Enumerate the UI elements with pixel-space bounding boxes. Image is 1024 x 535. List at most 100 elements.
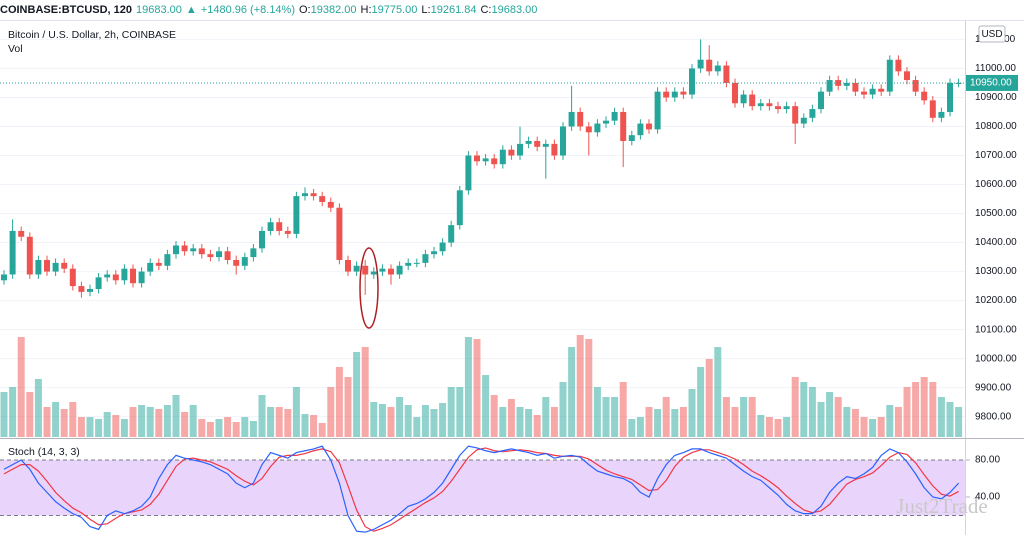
volume-bar <box>542 397 550 437</box>
candle-body <box>87 288 93 292</box>
volume-bar <box>593 387 601 437</box>
candle-body <box>895 59 902 72</box>
candle-body <box>714 65 721 72</box>
volume-bar <box>602 397 610 437</box>
volume-bar <box>662 397 670 437</box>
candle-body <box>697 59 704 69</box>
candle-body <box>35 259 42 275</box>
candle-body <box>904 71 910 81</box>
volume-bar <box>387 407 395 437</box>
volume-bar <box>439 403 447 437</box>
candle-body <box>594 123 601 133</box>
candle-body <box>878 88 885 92</box>
y-tick-label: 10300.00 <box>975 266 1017 277</box>
candle-body <box>78 286 85 292</box>
volume-bar <box>138 405 146 437</box>
y-tick-label: 9900.00 <box>975 382 1012 393</box>
volume-bar <box>378 404 386 437</box>
candle-body <box>525 140 532 144</box>
candle-body <box>861 91 867 95</box>
candle-body <box>869 88 876 95</box>
candle-body <box>439 242 446 252</box>
volume-bar <box>224 417 232 437</box>
ohlc-label: C: <box>480 4 492 16</box>
candle-body <box>233 259 240 266</box>
volume-bar <box>619 382 627 437</box>
candle-body <box>18 230 25 237</box>
candle-body <box>551 143 558 156</box>
candle-body <box>826 80 833 92</box>
volume-bar <box>869 419 877 437</box>
ohlc-label: L: <box>421 4 431 16</box>
header: COINBASE:BTCUSD, 120 19683.00 ▲ +1480.96 (+… <box>0 0 1024 20</box>
candle-body <box>130 268 136 284</box>
candle-body <box>646 123 652 130</box>
volume-bar <box>851 409 859 437</box>
candle-body <box>508 149 515 156</box>
volume-bar <box>894 407 902 437</box>
ohlc-label: O: <box>299 4 311 16</box>
candle-body <box>147 262 154 272</box>
candle-body <box>474 155 480 162</box>
candle-body <box>835 80 842 86</box>
volume-bar <box>335 367 343 437</box>
volume-bar <box>507 399 515 437</box>
candle-body <box>689 68 695 95</box>
candle-body <box>69 268 76 287</box>
candle-body <box>568 111 575 127</box>
volume-bar <box>912 382 920 437</box>
volume-bar <box>499 407 507 437</box>
volume-bar <box>688 389 696 437</box>
candle-body <box>706 59 713 72</box>
volume-bar <box>679 407 687 437</box>
candle-body <box>388 268 394 275</box>
candle-body <box>448 225 455 243</box>
volume-bar <box>834 397 842 437</box>
volume-bar <box>774 419 782 437</box>
volume-bar <box>920 377 928 437</box>
volume-bar <box>77 417 85 437</box>
candle-body <box>155 262 162 266</box>
candle-body <box>560 126 566 156</box>
candle-body <box>353 265 360 272</box>
volume-bar <box>0 392 8 437</box>
candle-body <box>680 91 687 95</box>
y-tick-label: 9800.00 <box>975 411 1012 422</box>
volume-bar <box>267 407 275 437</box>
candle-body <box>198 248 205 255</box>
volume-bar <box>198 419 206 437</box>
volume-bar <box>903 387 911 437</box>
candle-body <box>336 207 343 260</box>
candle-body <box>852 82 859 92</box>
candle-body <box>740 94 747 104</box>
candle-body <box>95 277 102 289</box>
candle-body <box>138 271 145 284</box>
ohlc-value: 19261.84 <box>430 4 477 16</box>
candle-body <box>302 193 308 197</box>
chart-title: Bitcoin / U.S. Dollar, 2h, COINBASE <box>8 29 176 41</box>
volume-bar <box>550 407 558 437</box>
volume-bar <box>800 382 808 437</box>
candle-body <box>654 91 661 130</box>
candle-body <box>938 111 945 118</box>
candle-body <box>912 80 919 92</box>
candle-body <box>921 91 928 101</box>
volume-bar <box>103 412 111 437</box>
candle-body <box>319 196 326 202</box>
candle-body <box>766 103 773 107</box>
volume-bar <box>370 402 378 437</box>
volume-bar <box>929 382 937 437</box>
volume-bar <box>611 397 619 437</box>
candle-body <box>250 248 257 258</box>
candle-body <box>456 190 463 226</box>
candle-body <box>792 106 799 124</box>
volume-bar <box>232 422 240 437</box>
volume-bar <box>181 412 189 437</box>
candle-body <box>517 143 523 156</box>
candle-body <box>482 158 489 162</box>
volume-bar <box>955 407 963 437</box>
volume-bar <box>361 347 369 437</box>
stoch-tick-label: 80.00 <box>975 455 1000 466</box>
volume-bar <box>120 419 128 437</box>
